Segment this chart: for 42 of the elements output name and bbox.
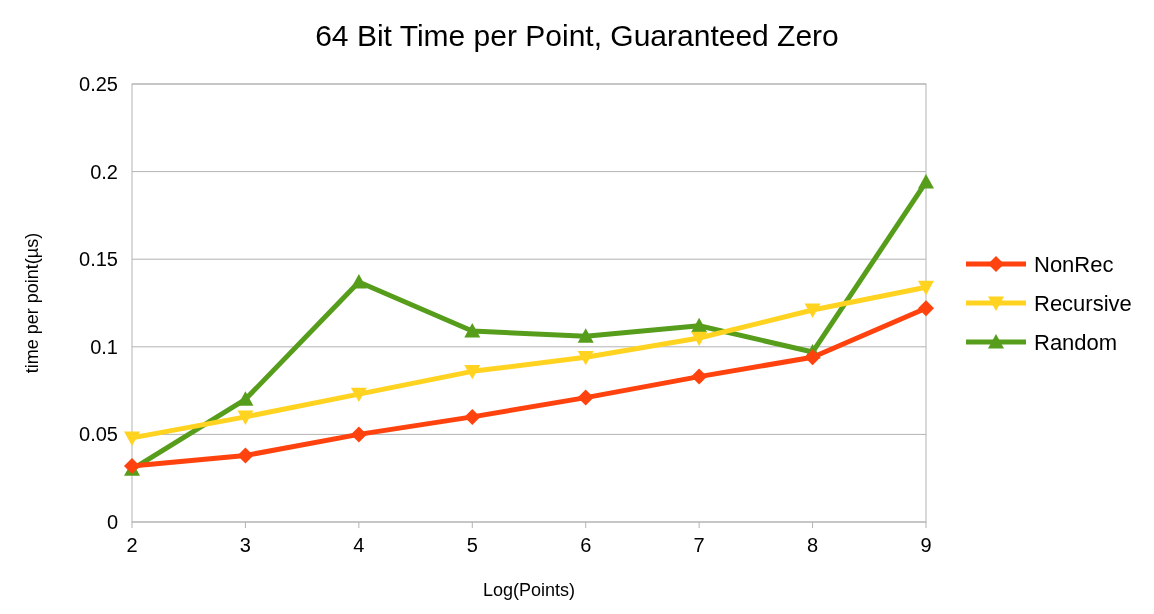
y-tick-label: 0.1: [90, 335, 118, 358]
point: [691, 331, 708, 347]
x-tick-label: 6: [580, 534, 592, 556]
point: [237, 391, 254, 406]
point: [124, 457, 140, 474]
x-tick-label: 7: [693, 534, 705, 556]
x-tick-label: 5: [466, 534, 478, 556]
x-tick-label: 2: [126, 534, 138, 556]
y-tick-label: 0.05: [79, 423, 118, 446]
point: [918, 300, 934, 317]
point: [350, 387, 367, 403]
point: [691, 368, 708, 385]
x-tick-label: 4: [353, 534, 365, 556]
x-tick-label: 3: [239, 534, 251, 556]
y-tick-label: 0.2: [90, 160, 118, 183]
y-tick-label: 0.15: [79, 248, 118, 271]
x-axis-title: Log(Points): [482, 580, 576, 600]
point: [918, 280, 934, 296]
y-tick-label: 0: [106, 511, 118, 533]
y-tick-label: 0.25: [79, 73, 118, 95]
x-tick-label: 9: [920, 534, 932, 556]
point: [804, 349, 821, 366]
point: [237, 410, 254, 425]
x-tick-label: 8: [807, 534, 819, 556]
point: [691, 317, 708, 333]
point: [464, 408, 481, 425]
point: [124, 431, 140, 446]
point: [577, 389, 594, 406]
point: [918, 174, 934, 189]
legend-label: NonRec: [1034, 251, 1114, 277]
point: [464, 364, 481, 380]
point: [350, 426, 367, 443]
y-axis-title: time per point(µs): [22, 232, 42, 374]
point: [237, 447, 254, 464]
chart-title: 64 Bit Time per Point, Guaranteed Zero: [315, 19, 839, 52]
point: [577, 328, 594, 343]
legend-label: Random: [1034, 329, 1118, 355]
point: [804, 303, 821, 319]
point: [350, 273, 367, 289]
point: [577, 350, 594, 366]
legend-label: Recursive: [1034, 290, 1132, 316]
point: [464, 323, 481, 338]
